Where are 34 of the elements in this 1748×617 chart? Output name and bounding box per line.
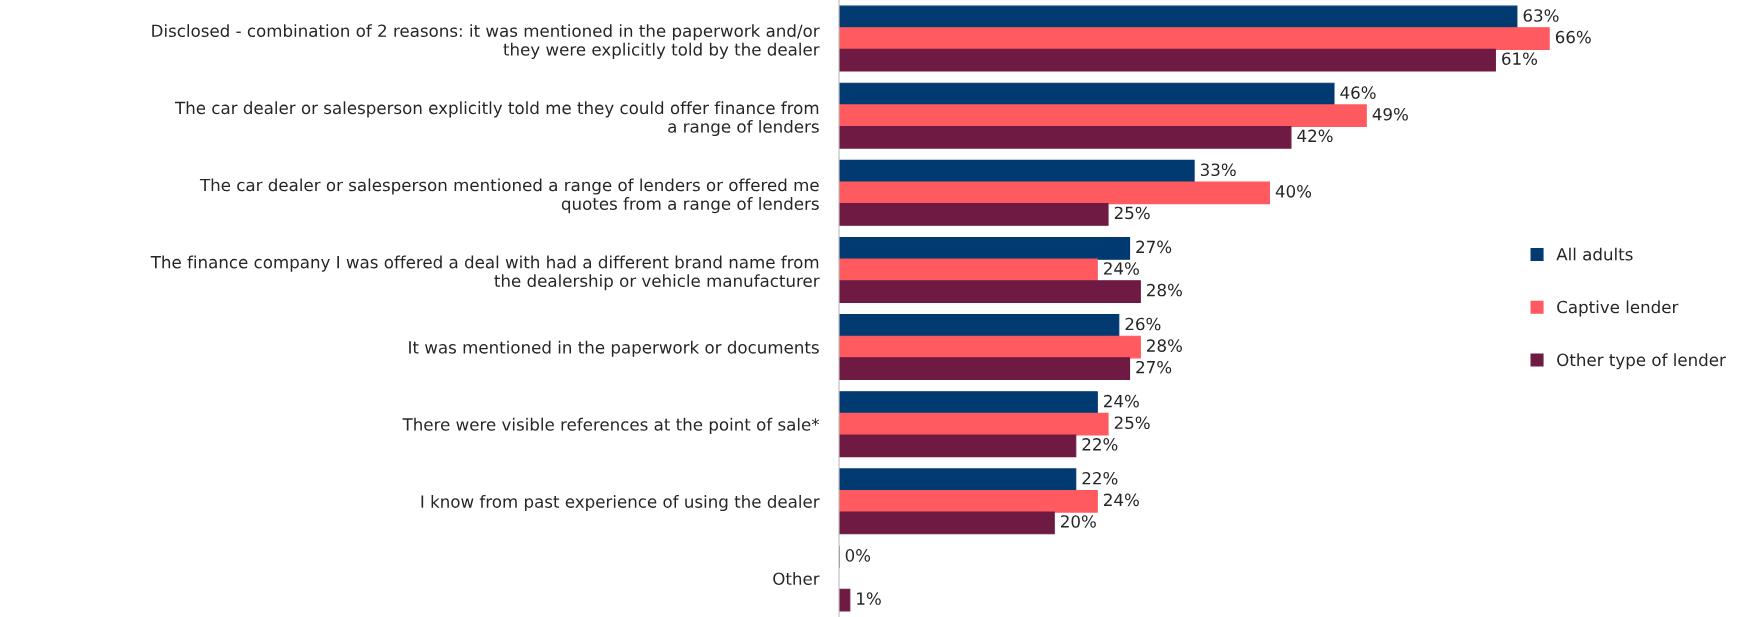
y-tick-label: I know from past experience of using the dealer [421,494,820,512]
data-label: 24% [1104,262,1139,275]
data-label: 61% [1502,52,1538,65]
data-label: 28% [1147,283,1182,297]
data-label: 1% [857,592,881,605]
legend-label: Other type of lender [1557,353,1726,370]
data-label: 49% [1372,107,1408,121]
data-label: 0% [845,549,871,562]
y-tick-label: The car dealer or salesperson mentioned a range of lenders or offered me quotes from a range of lenders [199,178,819,214]
y-tick-label: The finance company I was offered a deal with had a different brand name from the dealership or vehicle manufacturer [150,255,820,291]
data-label: 46% [1340,86,1376,99]
data-label: 26% [1125,317,1161,331]
data-label: 40% [1275,185,1312,198]
legend-label: Captive lender [1557,300,1679,317]
data-label: 20% [1061,515,1096,528]
data-label: 63% [1523,9,1559,22]
data-label: 28% [1147,339,1182,352]
y-tick-label: It was mentioned in the paperwork or documents [409,340,819,357]
y-tick-label: There were visible references at the point of sale* [402,417,820,434]
data-label: 33% [1200,163,1236,177]
data-label: 66% [1555,30,1591,44]
data-label: 27% [1136,360,1172,374]
data-label: 42% [1297,129,1333,143]
data-label: 24% [1104,394,1139,408]
data-label: 27% [1136,240,1172,254]
y-tick-label: The car dealer or salesperson explicitly told me they could offer finance from a range of lenders [174,101,819,137]
data-label: 24% [1104,493,1139,507]
data-label: 22% [1082,438,1118,451]
data-label: 22% [1082,471,1118,485]
legend-label: All adults [1556,247,1633,261]
y-tick-label: Disclosed - combination of 2 reasons: it was mentioned in the paperwork and/or they were explicitly told by the dealer [152,24,820,59]
y-tick-label: Other [773,572,820,586]
data-label: 25% [1114,206,1150,220]
data-label: 25% [1114,416,1150,430]
